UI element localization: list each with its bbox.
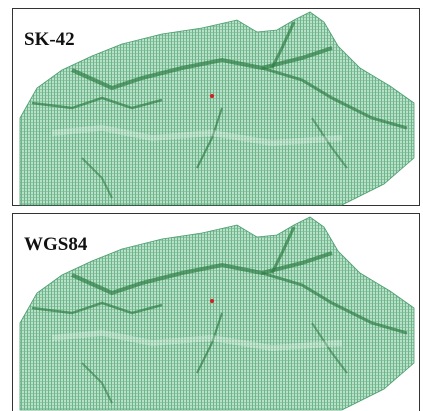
figure: SK-42 WGS84: [0, 0, 423, 411]
panel-label: WGS84: [24, 234, 88, 255]
panel-label: SK-42: [24, 29, 75, 50]
panel-sk42: SK-42: [13, 9, 420, 206]
panel-wgs84: WGS84: [13, 214, 420, 411]
page: SK-42 WGS84 (() => { const data = JSON.p…: [0, 0, 423, 411]
